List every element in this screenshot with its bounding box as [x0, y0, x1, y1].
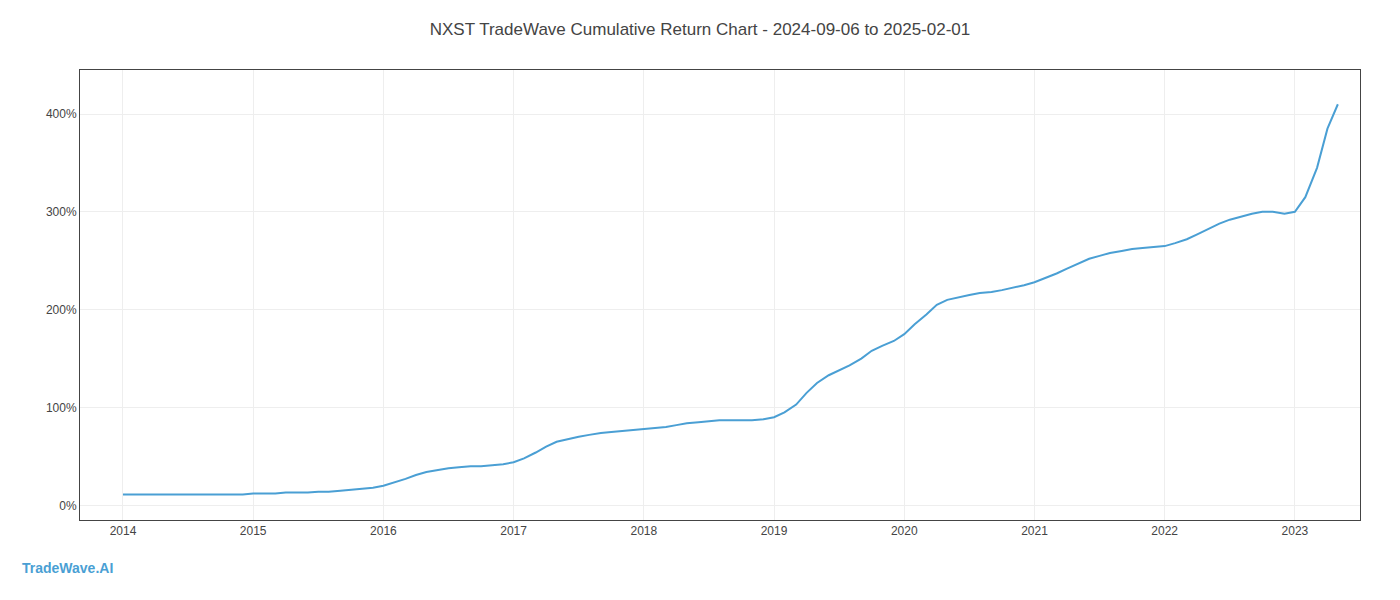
svg-text:2019: 2019: [761, 524, 788, 538]
svg-text:300%: 300%: [46, 205, 77, 219]
svg-text:TradeWave.AI: TradeWave.AI: [22, 560, 113, 576]
svg-text:2020: 2020: [891, 524, 918, 538]
svg-text:2018: 2018: [630, 524, 657, 538]
svg-text:2021: 2021: [1021, 524, 1048, 538]
svg-text:2015: 2015: [240, 524, 267, 538]
svg-text:NXST TradeWave Cumulative Retu: NXST TradeWave Cumulative Return Chart -…: [430, 20, 971, 39]
svg-text:100%: 100%: [46, 401, 77, 415]
svg-text:400%: 400%: [46, 107, 77, 121]
svg-text:2022: 2022: [1151, 524, 1178, 538]
svg-text:2014: 2014: [110, 524, 137, 538]
svg-text:2023: 2023: [1282, 524, 1309, 538]
svg-text:2016: 2016: [370, 524, 397, 538]
svg-text:200%: 200%: [46, 303, 77, 317]
svg-text:2017: 2017: [500, 524, 527, 538]
svg-text:0%: 0%: [59, 499, 77, 513]
